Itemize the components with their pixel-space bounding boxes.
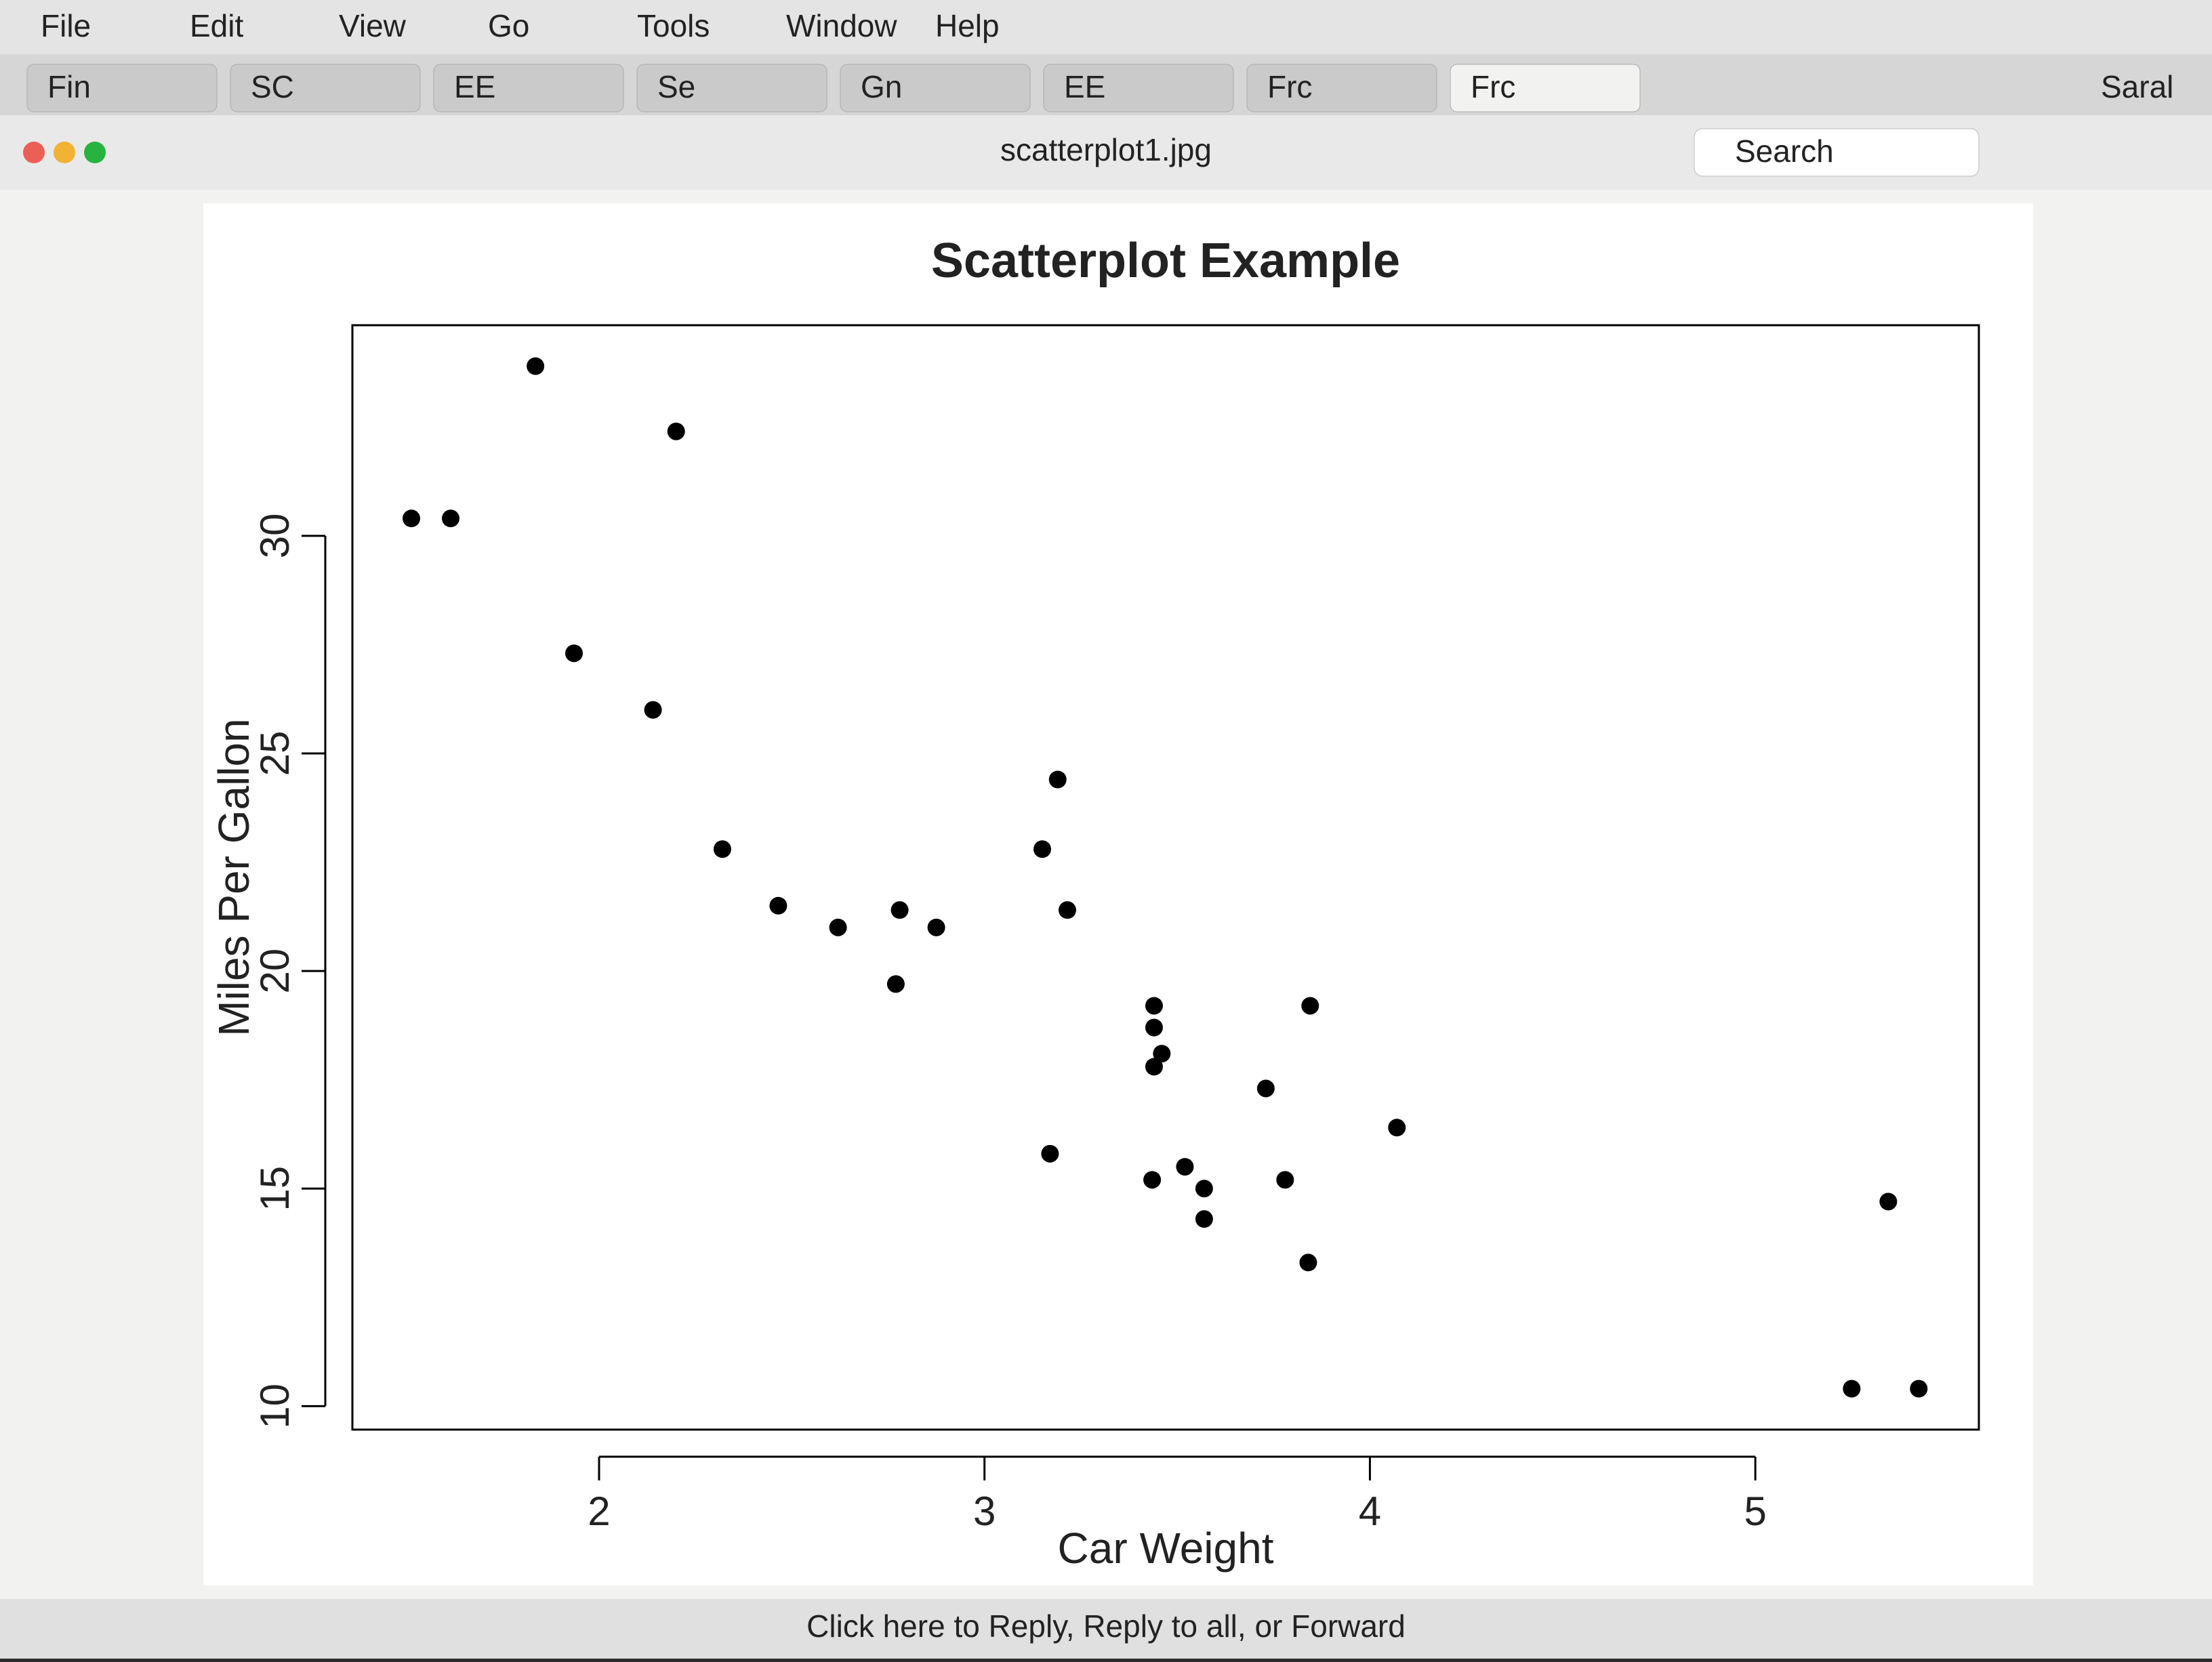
- point: [1299, 1253, 1317, 1272]
- footer-text: Click here to Reply, Reply to all, or Fo…: [806, 1608, 1406, 1644]
- point: [667, 422, 685, 440]
- menu-bar: [0, 0, 2212, 54]
- point: [644, 701, 662, 719]
- point: [1176, 1158, 1194, 1176]
- point: [527, 357, 545, 375]
- point: [886, 975, 905, 993]
- menu-item[interactable]: Tools: [637, 8, 710, 43]
- point: [1145, 997, 1163, 1015]
- tab-label[interactable]: Se: [657, 69, 695, 104]
- point: [1910, 1379, 1928, 1398]
- menu-item[interactable]: File: [41, 8, 91, 43]
- y-tick-label: 20: [252, 949, 298, 994]
- tab-label[interactable]: EE: [1064, 69, 1105, 104]
- point: [927, 918, 945, 936]
- zoom-button[interactable]: [84, 142, 106, 163]
- minimize-button[interactable]: [54, 142, 75, 163]
- footer-bar: [0, 1599, 2212, 1659]
- point: [1145, 1018, 1163, 1037]
- point: [1388, 1119, 1406, 1137]
- tab-label[interactable]: SC: [251, 69, 294, 104]
- file-name: scatterplot1.jpg: [1000, 132, 1212, 167]
- tab-label[interactable]: Fin: [47, 69, 91, 104]
- point: [1195, 1210, 1213, 1228]
- x-axis-label: Car Weight: [1058, 1524, 1274, 1573]
- point: [1276, 1171, 1294, 1189]
- tab-label[interactable]: Frc: [1267, 69, 1312, 104]
- point: [1145, 1058, 1163, 1076]
- point: [1153, 1045, 1171, 1063]
- tab-label[interactable]: Gn: [861, 69, 902, 104]
- tab[interactable]: [433, 64, 624, 112]
- tab[interactable]: [1043, 64, 1234, 112]
- x-tick-label: 4: [1359, 1489, 1381, 1534]
- y-tick-label: 25: [252, 731, 298, 776]
- tab-label[interactable]: EE: [454, 69, 495, 104]
- tab[interactable]: [840, 64, 1031, 112]
- menu-item[interactable]: Edit: [190, 8, 243, 43]
- search-box[interactable]: [1694, 128, 1980, 177]
- point: [713, 840, 731, 858]
- point: [565, 644, 583, 663]
- tab[interactable]: [230, 64, 421, 112]
- point: [1048, 770, 1067, 789]
- menu-item[interactable]: Go: [488, 8, 529, 43]
- y-tick-label: 15: [252, 1166, 298, 1211]
- user-name[interactable]: Saral: [2101, 69, 2173, 104]
- point: [442, 510, 460, 528]
- y-axis-label: Miles Per Gallon: [209, 718, 258, 1037]
- point: [1843, 1379, 1861, 1398]
- search-placeholder: Search: [1735, 133, 1834, 169]
- close-button[interactable]: [23, 142, 45, 163]
- chart-background: [203, 203, 2033, 1585]
- tab[interactable]: [1450, 64, 1641, 112]
- point: [403, 510, 421, 528]
- menu-item[interactable]: View: [339, 8, 407, 43]
- y-tick-label: 30: [252, 513, 298, 558]
- plot-box: [351, 324, 1980, 1431]
- tab[interactable]: [1246, 64, 1437, 112]
- point: [1256, 1079, 1275, 1098]
- y-tick-label: 10: [252, 1384, 298, 1429]
- point: [1301, 997, 1319, 1015]
- point: [1195, 1180, 1213, 1198]
- point: [1879, 1192, 1898, 1211]
- point: [1058, 901, 1076, 919]
- x-tick-label: 3: [973, 1489, 996, 1534]
- point: [1143, 1171, 1162, 1189]
- tab[interactable]: [26, 64, 218, 112]
- point: [890, 901, 909, 919]
- x-tick-label: 2: [588, 1489, 610, 1534]
- menu-item[interactable]: Help: [935, 8, 1000, 43]
- menu-item[interactable]: Window: [786, 8, 897, 43]
- tab-label[interactable]: Frc: [1471, 69, 1515, 104]
- chart-title: Scatterplot Example: [931, 234, 1400, 288]
- x-tick-label: 5: [1744, 1489, 1766, 1534]
- point: [829, 918, 847, 936]
- point: [769, 896, 787, 915]
- point: [1033, 840, 1052, 858]
- point: [1041, 1144, 1059, 1163]
- tab[interactable]: [636, 64, 827, 112]
